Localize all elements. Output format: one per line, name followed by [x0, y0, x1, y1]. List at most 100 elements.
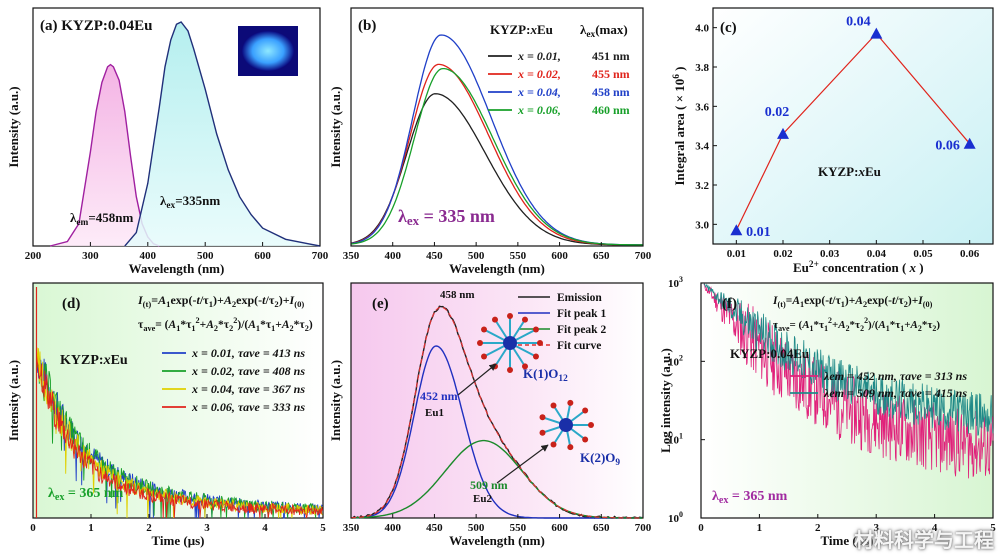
oxygen-atom: [582, 407, 589, 414]
x-axis-label: Wavelength (nm): [129, 261, 225, 276]
x-tick-label: 300: [82, 250, 99, 262]
site2-label: K(2)O9: [580, 450, 620, 468]
x-tick-label: 2: [146, 522, 152, 534]
y-axis-label: Intensity (a.u.): [328, 86, 343, 167]
panel-title: (d): [62, 296, 80, 312]
oxygen-atom: [477, 340, 483, 346]
site1-label: K(1)O12: [523, 366, 568, 384]
x-tick-label: 500: [197, 250, 214, 262]
point-label: 0.06: [935, 139, 960, 154]
x-axis-label: Wavelength (nm): [449, 533, 545, 548]
chart-text: KYZP:xEu: [818, 164, 881, 179]
x-tick-label: 0: [698, 522, 704, 534]
y-tick-label: 3.6: [695, 101, 709, 113]
x-tick-label: 1: [88, 522, 94, 534]
decay-curve: [36, 354, 323, 519]
fit-formula: I(t)=A1exp(-t/τ1)+A2exp(-t/τ2)+I(0): [137, 293, 304, 309]
oxygen-atom: [481, 353, 488, 360]
panel-f-frame: [700, 282, 994, 519]
x-tick-label: 500: [468, 522, 485, 534]
x-tick-label: 1: [757, 522, 763, 534]
peak1-site: Eu1: [425, 407, 444, 419]
x-tick-label: 2: [815, 522, 821, 534]
excitation-annotation: λex = 365 nm: [48, 486, 124, 503]
oxygen-atom: [537, 340, 543, 346]
arrow-2: [496, 444, 549, 484]
x-axis-label: Time (μs): [821, 533, 874, 548]
chart-text: KYZP:0.04Eu: [730, 346, 809, 361]
y-tick-label: 4.0: [695, 23, 709, 35]
panel-title: (b): [358, 18, 376, 34]
x-tick-label: 700: [635, 250, 652, 262]
y-tick-label: 3.4: [695, 141, 709, 153]
x-tick-label: 0.03: [820, 248, 840, 260]
x-tick-label: 3: [873, 522, 879, 534]
connect-line: [735, 32, 971, 231]
legend-title-2: λex(max): [580, 22, 628, 40]
point-label: 0.01: [746, 225, 771, 240]
x-tick-label: 4: [262, 522, 268, 534]
legend-entry: Fit peak 2: [557, 324, 606, 336]
tau-formula: τave= (A1*τ12+A2*τ22)/(A1*τ1+A2*τ2): [773, 316, 940, 333]
x-tick-label: 0: [30, 522, 36, 534]
x-tick-label: 450: [426, 522, 443, 534]
x-axis-label: Eu2+ concentration ( x ): [793, 260, 924, 275]
emission-label: λex=335nm: [160, 193, 220, 211]
legend-peak: 458 nm: [592, 85, 630, 99]
y-tick-label: 103: [668, 275, 683, 290]
x-tick-label: 350: [343, 522, 360, 534]
x-tick-label: 600: [254, 250, 271, 262]
panel-title: (a) KYZP:0.04Eu: [40, 18, 153, 34]
oxygen-atom: [550, 441, 557, 448]
fit-formula: I(t)=A1exp(-t/τ1)+A2exp(-t/τ2)+I(0): [772, 295, 933, 309]
oxygen-atom: [481, 326, 488, 333]
series-line-emission: [124, 21, 321, 247]
excitation-label: λem=458nm: [70, 210, 133, 228]
x-tick-label: 400: [384, 522, 401, 534]
oxygen-atom: [507, 367, 513, 373]
panel-title: (c): [720, 20, 737, 36]
point-label: 0.02: [765, 105, 790, 120]
watermark: 材料科学与工程: [854, 528, 994, 552]
y-axis-label: Log intensity (a.u.): [658, 348, 673, 453]
site-k2: [539, 399, 594, 451]
panel-b-frame: [350, 7, 644, 247]
x-tick-label: 0.04: [867, 248, 887, 260]
series-fill: [124, 22, 320, 246]
x-axis-label: Time (μs): [152, 533, 205, 548]
x-tick-label: 700: [312, 250, 329, 262]
oxygen-atom: [522, 363, 528, 370]
legend-entry: λem = 509 nm, τave = 415 ns: [823, 386, 967, 400]
oxygen-atom: [567, 444, 574, 451]
oxygen-atom: [539, 429, 546, 436]
oxygen-atom: [532, 353, 539, 360]
x-tick-label: 650: [593, 250, 610, 262]
x-tick-label: 400: [140, 250, 157, 262]
legend-entry: x = 0.02, τave = 408 ns: [191, 364, 305, 378]
panel-c-frame: [712, 7, 994, 245]
data-point: [730, 224, 743, 236]
peak-label: 458 nm: [440, 289, 475, 301]
data-point: [870, 27, 883, 39]
legend-title: KYZP:xEu: [490, 22, 553, 37]
x-tick-label: 550: [510, 522, 527, 534]
x-tick-label: 0.06: [960, 248, 980, 260]
peak1-label: 452 nm: [420, 389, 458, 403]
x-tick-label: 400: [384, 250, 401, 262]
oxygen-atom: [532, 326, 539, 333]
x-tick-label: 0.01: [727, 248, 746, 260]
x-tick-label: 4: [932, 522, 938, 534]
legend-entry: Fit peak 1: [557, 308, 606, 320]
peak2-site: Eu2: [473, 493, 492, 505]
x-tick-label: 600: [551, 522, 568, 534]
oxygen-atom: [492, 316, 498, 323]
legend-peak: 455 nm: [592, 67, 630, 81]
x-tick-label: 0.05: [913, 248, 933, 260]
legend-entry: x = 0.04, τave = 367 ns: [191, 382, 305, 396]
fit-peak-1: [351, 345, 643, 519]
x-tick-label: 350: [343, 250, 360, 262]
x-tick-label: 3: [204, 522, 210, 534]
x-tick-label: 5: [320, 522, 326, 534]
chart-text: KYZP:xEu: [60, 353, 128, 368]
y-tick-label: 3.0: [695, 219, 709, 231]
